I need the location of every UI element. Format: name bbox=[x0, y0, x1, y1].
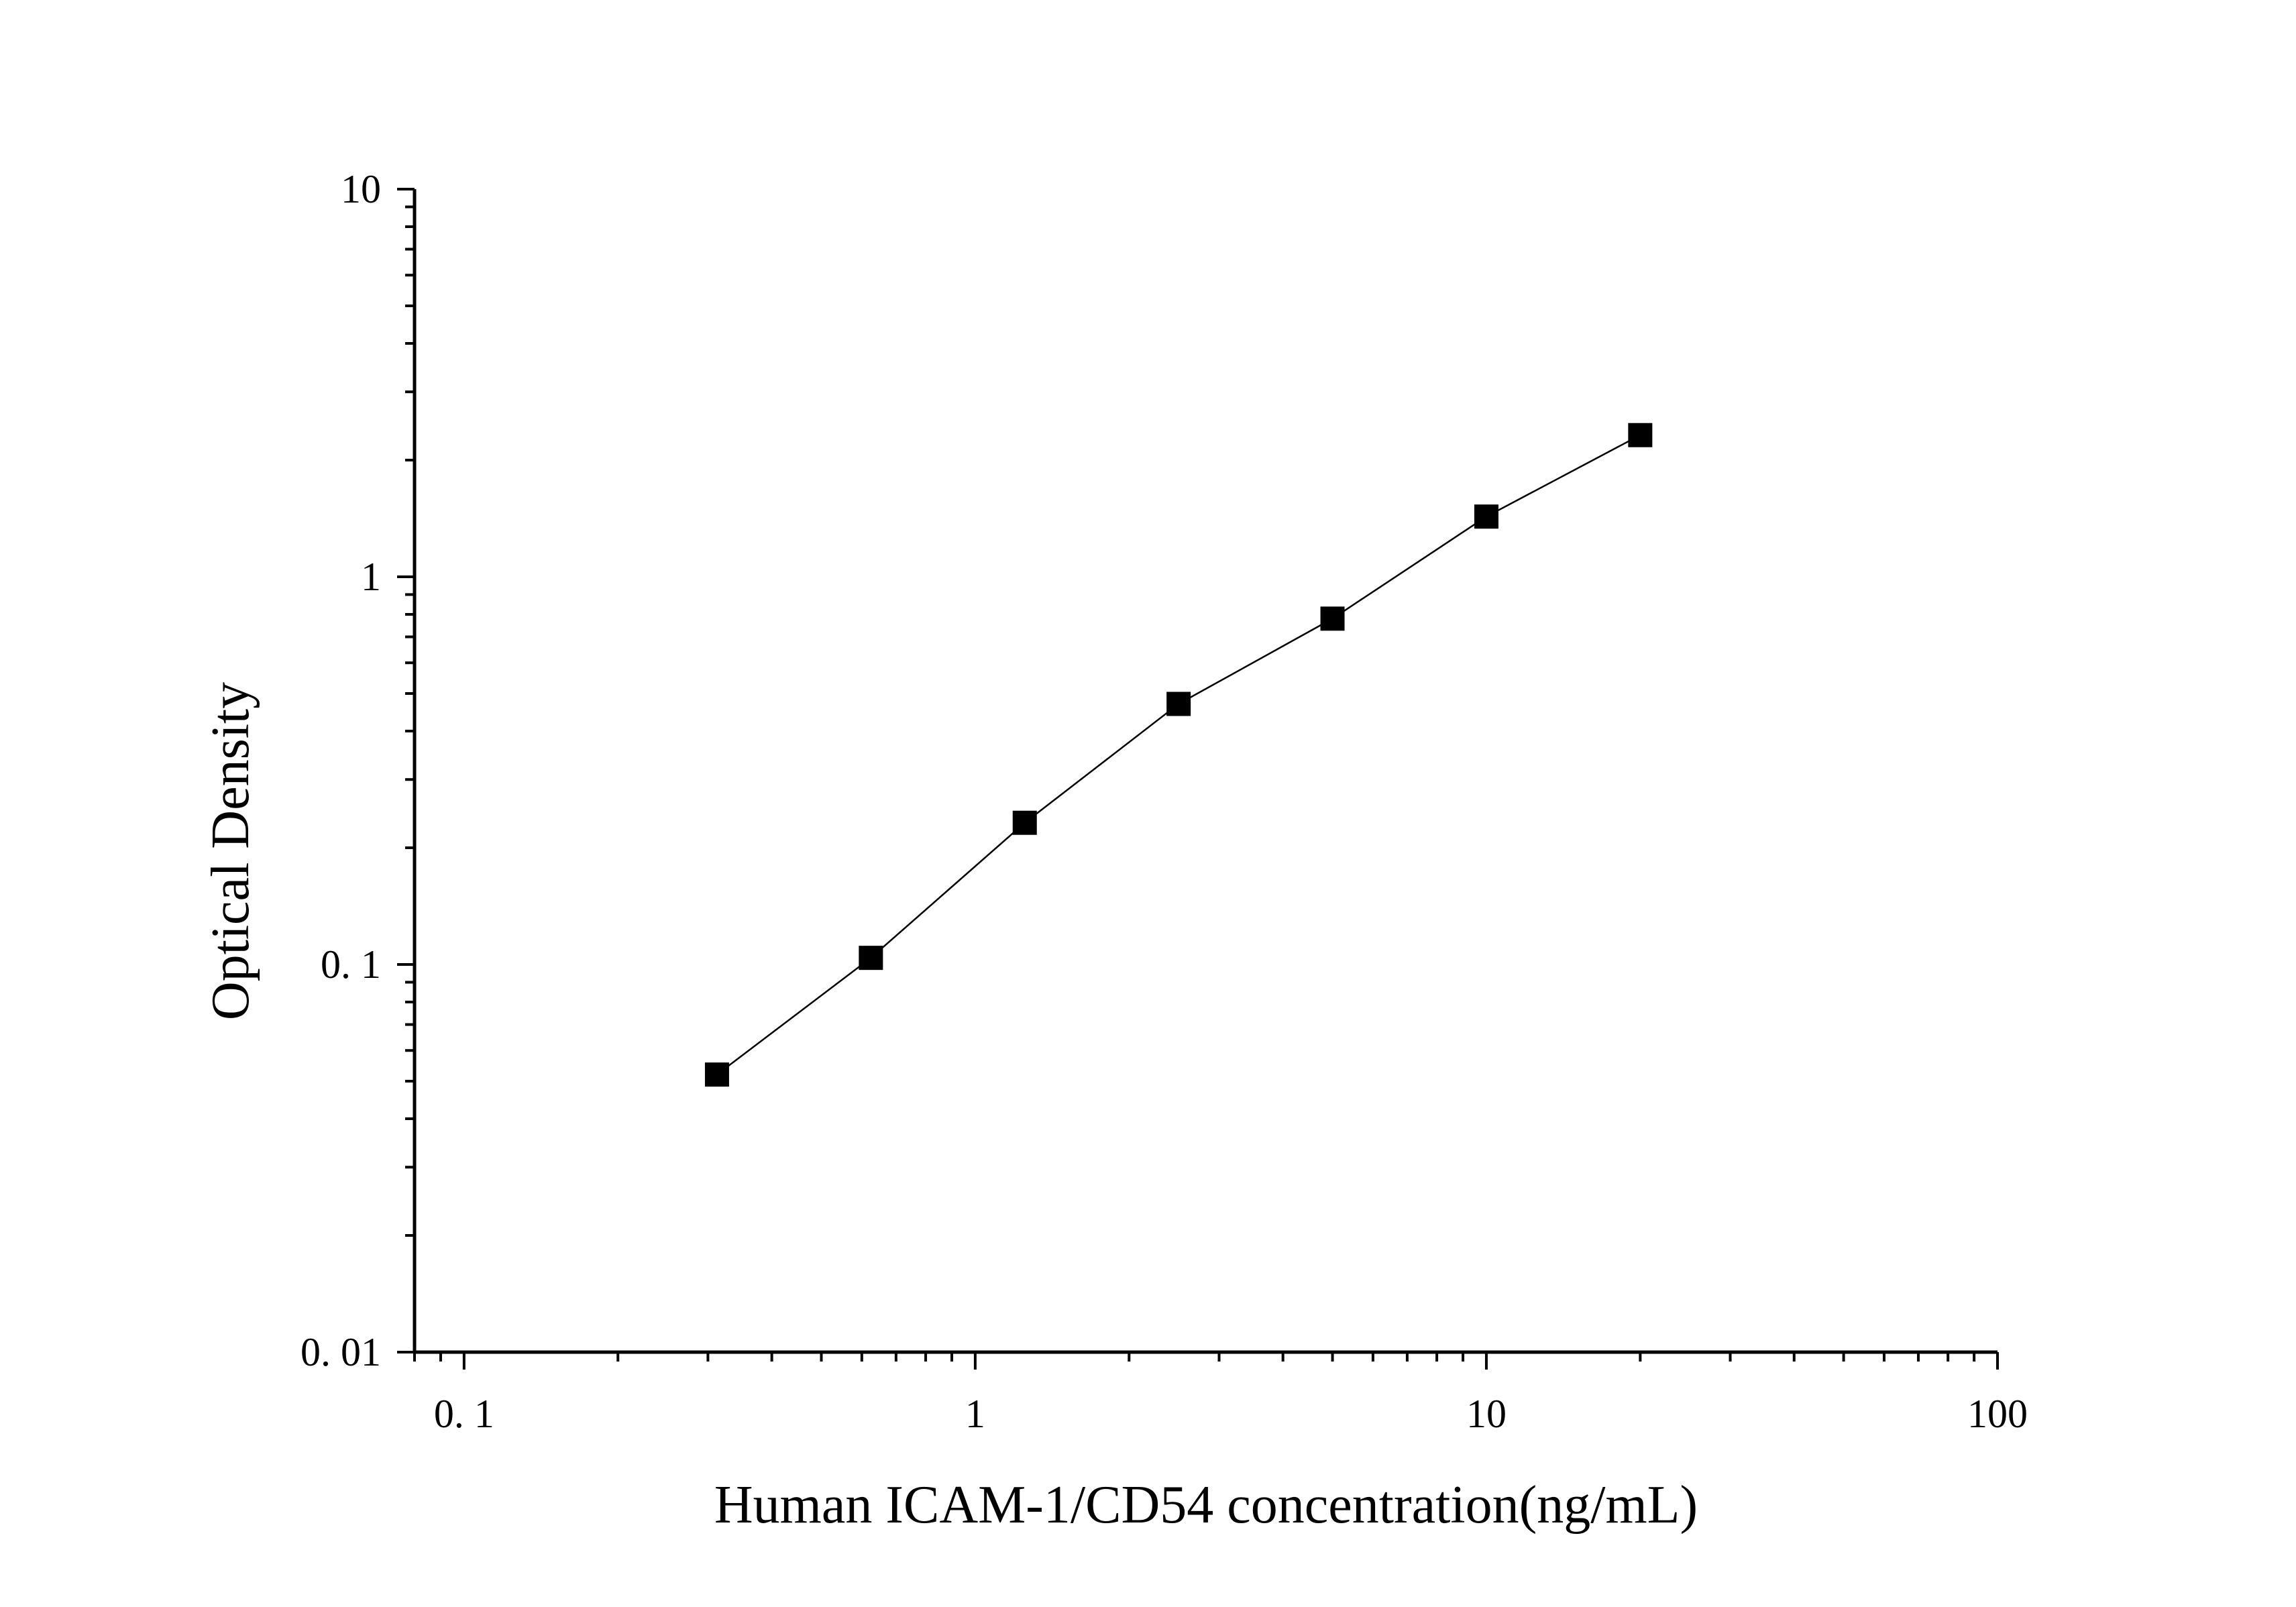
data-point-marker bbox=[704, 1062, 729, 1087]
x-tick-label: 1 bbox=[965, 1392, 985, 1436]
y-tick-label: 10 bbox=[341, 167, 381, 211]
data-point-marker bbox=[1012, 810, 1037, 835]
y-axis-title: Optical Density bbox=[201, 682, 260, 1020]
x-tick-label: 10 bbox=[1466, 1392, 1507, 1436]
series-line bbox=[716, 434, 1641, 1076]
data-point-marker bbox=[1474, 504, 1498, 529]
x-tick-label: 0. 1 bbox=[434, 1392, 494, 1436]
y-tick-label: 1 bbox=[361, 555, 381, 599]
y-tick-label: 0. 01 bbox=[300, 1330, 381, 1374]
data-point-marker bbox=[1320, 606, 1345, 631]
data-point-marker bbox=[859, 946, 883, 971]
x-axis-title: Human ICAM-1/CD54 concentration(ng/mL) bbox=[714, 1476, 1698, 1535]
x-tick-label: 100 bbox=[1967, 1392, 2028, 1436]
axis-labels: Human ICAM-1/CD54 concentration(ng/mL) O… bbox=[201, 682, 1698, 1535]
y-tick-label: 0. 1 bbox=[321, 942, 381, 987]
data-point-marker bbox=[1166, 691, 1191, 716]
axes: 0. 01 0. 1 1 10 0. 1 1 10 100 bbox=[300, 167, 2028, 1436]
data-series bbox=[704, 423, 1653, 1087]
data-point-marker bbox=[1628, 423, 1653, 447]
